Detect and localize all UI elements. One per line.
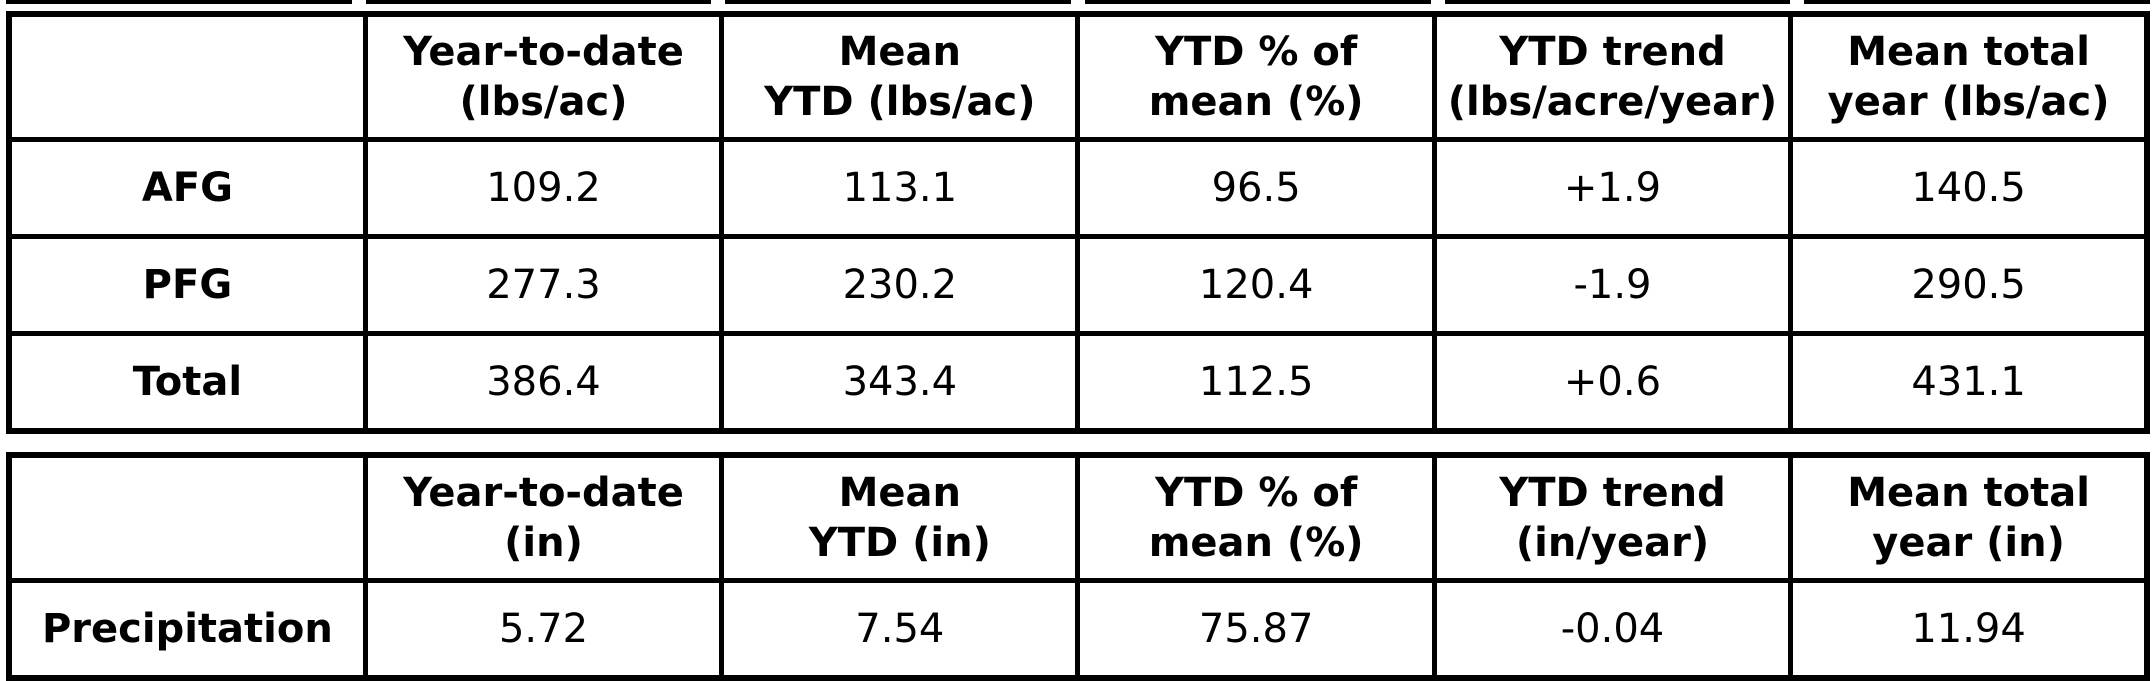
- column-header-mean-ytd: Mean YTD (lbs/ac): [719, 11, 1081, 142]
- corner-cell: [6, 452, 368, 583]
- column-header-ytd-pct-mean: YTD % of mean (%): [1075, 452, 1437, 583]
- table-cell: 386.4: [362, 331, 725, 434]
- table-row-precipitation: Precipitation 5.72 7.54 75.87 -0.04 11.9…: [6, 578, 2150, 681]
- precipitation-table: Year-to-date (in) Mean YTD (in) YTD % of…: [6, 452, 2150, 681]
- table-cell: 113.1: [719, 137, 1081, 239]
- border-segment: [1804, 0, 2151, 4]
- row-label: PFG: [6, 234, 368, 336]
- table-cell: 230.2: [719, 234, 1081, 336]
- table-cell: 431.1: [1788, 331, 2150, 434]
- border-segment: [1444, 0, 1791, 4]
- table-cell: 109.2: [362, 137, 725, 239]
- table-row-afg: AFG 109.2 113.1 96.5 +1.9 140.5: [6, 137, 2150, 239]
- table-cell: 7.54: [719, 578, 1081, 681]
- column-header-ytd-trend: YTD trend (lbs/acre/year): [1431, 11, 1794, 142]
- table-row-pfg: PFG 277.3 230.2 120.4 -1.9 290.5: [6, 234, 2150, 336]
- border-segment: [6, 0, 352, 4]
- column-header-ytd: Year-to-date (in): [362, 452, 725, 583]
- border-segment: [1085, 0, 1431, 4]
- table-cell: 120.4: [1075, 234, 1437, 336]
- table-cell: +0.6: [1431, 331, 1794, 434]
- table-cell: 75.87: [1075, 578, 1437, 681]
- row-label: Total: [6, 331, 368, 434]
- table-cell: 112.5: [1075, 331, 1437, 434]
- table-cell: 140.5: [1788, 137, 2150, 239]
- header-row: Year-to-date (in) Mean YTD (in) YTD % of…: [6, 452, 2150, 583]
- table-cell: 290.5: [1788, 234, 2150, 336]
- table-row-total: Total 386.4 343.4 112.5 +0.6 431.1: [6, 331, 2150, 434]
- row-label: AFG: [6, 137, 368, 239]
- column-header-ytd-pct-mean: YTD % of mean (%): [1075, 11, 1437, 142]
- row-label: Precipitation: [6, 578, 368, 681]
- corner-cell: [6, 11, 368, 142]
- table-cell: 277.3: [362, 234, 725, 336]
- table-cell: 96.5: [1075, 137, 1437, 239]
- table-cell: -0.04: [1431, 578, 1794, 681]
- forage-production-table: Year-to-date (lbs/ac) Mean YTD (lbs/ac) …: [6, 11, 2150, 434]
- table-cell: 5.72: [362, 578, 725, 681]
- border-segment: [365, 0, 712, 4]
- cropped-top-border-artifact: [6, 0, 2151, 4]
- column-header-mean-total-year: Mean total year (lbs/ac): [1788, 11, 2150, 142]
- header-row: Year-to-date (lbs/ac) Mean YTD (lbs/ac) …: [6, 11, 2150, 142]
- column-header-ytd-trend: YTD trend (in/year): [1431, 452, 1794, 583]
- border-segment: [725, 0, 1072, 4]
- table-cell: -1.9: [1431, 234, 1794, 336]
- table-cell: 11.94: [1788, 578, 2150, 681]
- column-header-mean-ytd: Mean YTD (in): [719, 452, 1081, 583]
- column-header-ytd: Year-to-date (lbs/ac): [362, 11, 725, 142]
- table-cell: 343.4: [719, 331, 1081, 434]
- table-cell: +1.9: [1431, 137, 1794, 239]
- column-header-mean-total-year: Mean total year (in): [1788, 452, 2150, 583]
